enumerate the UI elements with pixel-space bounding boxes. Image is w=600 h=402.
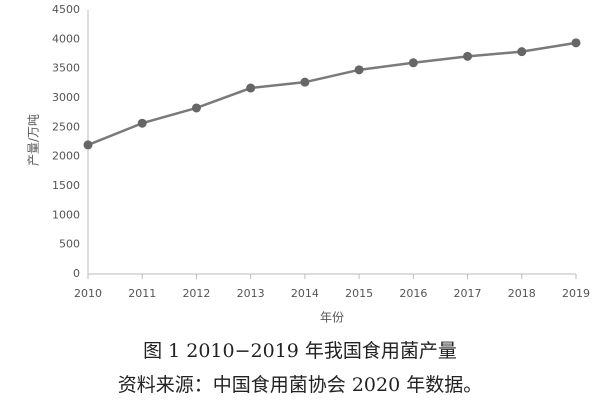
x-tick-label: 2010 [74,287,102,300]
line [87,41,577,147]
x-tick-label: 2012 [182,287,210,300]
x-tick-label: 2015 [345,287,373,300]
point [246,83,256,93]
y-tick-label: 4500 [52,3,80,16]
y-axis-label: 产量/万吨 [27,114,41,166]
point [300,77,310,87]
point [137,118,147,128]
y-tick-label: 2000 [52,150,80,163]
x-tick-label: 2019 [562,287,590,300]
y-tick-label: 1000 [52,208,80,221]
x-tick-label: 2013 [237,287,265,300]
y-tick-label: 0 [73,267,80,280]
x-tick-label: 2017 [454,287,482,300]
x-tick-label: 2014 [291,287,319,300]
source: 资料来源：中国食用菌协会 2020 年数据。 [118,374,482,396]
y-tick-label: 4000 [52,32,80,45]
x-tick-label: 2018 [508,287,536,300]
point [408,58,418,68]
y-tick-label: 3500 [52,62,80,75]
point [354,65,364,75]
point [571,38,581,48]
x-tick-label: 2011 [128,287,156,300]
x-tick-label: 2016 [399,287,427,300]
point [463,51,473,61]
y-tick-label: 500 [59,238,80,251]
caption: 图 1 2010−2019 年我国食用菌产量 [143,340,457,362]
y-tick-label: 1500 [52,179,80,192]
x-axis-label: 年份 [320,311,344,325]
point [191,103,201,113]
y-tick-label: 3000 [52,91,80,104]
point [517,47,527,57]
y-tick-label: 2500 [52,120,80,133]
point [83,140,93,150]
